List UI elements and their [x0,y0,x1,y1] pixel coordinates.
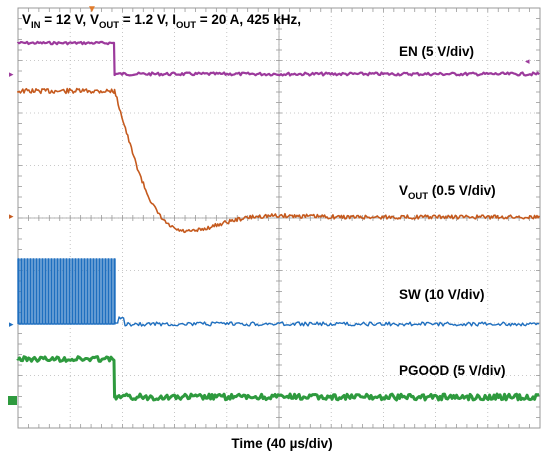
en-ref-marker-right: ◂ [525,56,530,66]
legend-vout: VOUT (0.5 V/div) [399,183,496,202]
vout-ref-marker: ▸ [9,211,14,221]
trace-pgood [16,355,540,402]
traces [16,40,541,402]
trace-sw [17,258,540,327]
trace-en [16,40,540,77]
legend-en: EN (5 V/div) [399,44,474,59]
legend-pgood: PGOOD (5 V/div) [399,363,506,378]
trace-vout [17,87,541,234]
sw-ref-marker: ▸ [9,319,14,329]
trigger-marker: ▼ [87,4,97,15]
chart-title: VIN = 12 V, VOUT = 1.2 V, IOUT = 20 A, 4… [22,12,301,31]
en-ref-marker-left: ▸ [9,69,14,79]
legend-sw: SW (10 V/div) [399,287,485,302]
pgood-ref-marker [8,396,17,405]
x-axis-label: Time (40 µs/div) [231,436,332,451]
